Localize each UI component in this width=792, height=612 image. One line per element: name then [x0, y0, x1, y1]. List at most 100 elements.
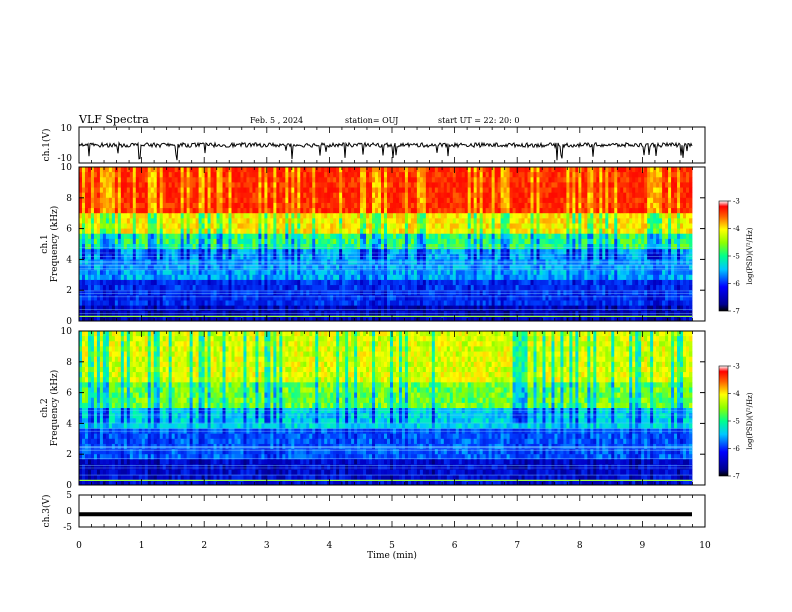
psd-cell [357, 218, 361, 224]
psd-cell [303, 305, 307, 312]
psd-cell [204, 238, 208, 245]
psd-cell [249, 274, 253, 281]
psd-cell [533, 300, 537, 306]
psd-cell [452, 285, 457, 291]
psd-cell [476, 300, 481, 306]
psd-cell [548, 172, 552, 178]
psd-cell [129, 233, 134, 240]
psd-cell [348, 177, 352, 183]
psd-cell [276, 254, 280, 260]
psd-cell [126, 315, 131, 322]
psd-cell [291, 223, 295, 229]
psd-cell [288, 254, 292, 260]
psd-cell [467, 167, 472, 173]
psd-cell [300, 290, 304, 296]
psd-cell [153, 213, 158, 219]
psd-cell [500, 218, 505, 224]
psd-cell [144, 295, 149, 301]
psd-cell [111, 264, 116, 271]
psd-cell [126, 244, 131, 250]
psd-cell [384, 187, 388, 194]
psd-cell [431, 249, 436, 255]
psd-cell [452, 172, 457, 178]
psd-cell [431, 295, 436, 301]
psd-cell [375, 279, 379, 286]
psd-cell [458, 202, 463, 209]
psd-cell [557, 208, 561, 214]
psd-cell [105, 295, 110, 301]
psd-cell [270, 305, 274, 312]
psd-cell [515, 264, 519, 271]
psd-cell [258, 233, 262, 240]
psd-cell [482, 223, 487, 229]
psd-cell [249, 228, 253, 235]
psd-cell [237, 279, 241, 286]
psd-cell [195, 202, 200, 209]
psd-cell [111, 208, 116, 214]
psd-cell [458, 249, 463, 255]
psd-cell [234, 274, 238, 281]
psd-cell [491, 187, 496, 194]
psd-cell [342, 264, 346, 271]
psd-cell [126, 177, 131, 183]
psd-cell [327, 290, 331, 296]
psd-cell [440, 244, 445, 250]
psd-cell [369, 264, 373, 271]
psd-cell [506, 223, 510, 229]
psd-cell [470, 213, 475, 219]
psd-cell [186, 172, 191, 178]
psd-cell [90, 238, 95, 245]
psd-cell [476, 233, 481, 240]
psd-cell [366, 233, 370, 240]
psd-cell [126, 213, 131, 219]
psd-cell [572, 187, 576, 194]
psd-cell [530, 218, 534, 224]
psd-cell [210, 187, 214, 194]
psd-cell [437, 285, 442, 291]
psd-cell [404, 315, 409, 322]
psd-cell [539, 202, 543, 209]
psd-cell [378, 202, 382, 209]
psd-cell [560, 238, 564, 245]
psd-cell [153, 300, 158, 306]
psd-cell [267, 182, 271, 188]
psd-cell [572, 172, 576, 178]
psd-cell [120, 197, 125, 204]
psd-cell [222, 238, 226, 245]
psd-cell [375, 269, 379, 276]
psd-cell [527, 238, 531, 245]
psd-cell [294, 192, 298, 199]
psd-cell [171, 177, 176, 183]
psd-cell [566, 244, 570, 250]
psd-cell [464, 202, 469, 209]
psd-cell [381, 249, 385, 255]
psd-cell [398, 264, 403, 271]
psd-cell [312, 208, 316, 214]
psd-cell [401, 249, 406, 255]
psd-cell [372, 172, 376, 178]
psd-cell [381, 187, 385, 194]
psd-cell [422, 233, 427, 240]
station-label: station= OUJ [345, 116, 398, 125]
psd-cell [485, 315, 490, 322]
psd-cell [132, 264, 137, 271]
psd-cell [267, 315, 271, 322]
psd-cell [533, 238, 537, 245]
psd-cell [467, 177, 472, 183]
psd-cell [147, 244, 152, 250]
psd-cell [198, 295, 202, 301]
psd-cell [171, 172, 176, 178]
psd-cell [416, 228, 421, 235]
psd-cell [114, 172, 119, 178]
psd-cell [479, 202, 484, 209]
psd-cell [79, 208, 83, 214]
psd-cell [96, 233, 101, 240]
psd-cell [234, 167, 238, 173]
psd-cell [213, 315, 217, 322]
psd-cell [545, 279, 549, 286]
psd-cell [114, 274, 119, 281]
psd-cell [387, 187, 391, 194]
psd-cell [306, 208, 310, 214]
psd-cell [135, 187, 140, 194]
psd-cell [363, 274, 367, 281]
